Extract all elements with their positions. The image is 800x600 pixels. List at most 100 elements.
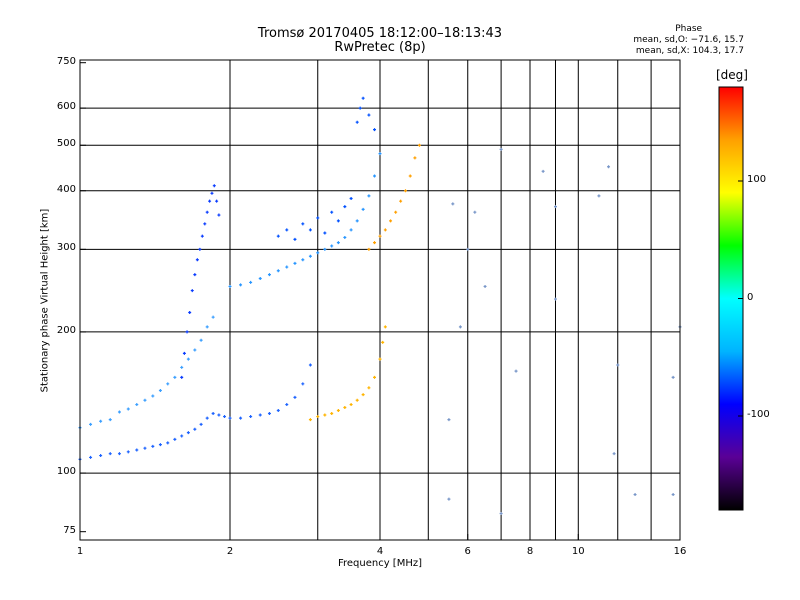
data-point (323, 413, 327, 417)
data-point (367, 247, 371, 251)
data-point (612, 452, 616, 456)
phase-box: Phase mean, sd,O: −71.6, 15.7 mean, sd,X… (633, 24, 744, 57)
data-point (108, 418, 112, 422)
data-point (394, 210, 398, 214)
data-point (205, 210, 209, 214)
data-point (135, 403, 139, 407)
data-point (199, 422, 203, 426)
data-point (308, 363, 312, 367)
data-point (217, 413, 221, 417)
y-tick-label: 300 (56, 242, 76, 254)
colorbar-tick-label: -100 (747, 409, 770, 420)
data-point (349, 197, 353, 201)
data-point (205, 416, 209, 420)
data-point (158, 443, 162, 447)
data-point (447, 418, 451, 422)
data-point (373, 241, 377, 245)
data-point (466, 247, 470, 251)
data-point (285, 403, 289, 407)
data-point (323, 247, 327, 251)
data-point (403, 189, 407, 193)
data-point (671, 375, 675, 379)
data-point (349, 403, 353, 407)
data-point (301, 222, 305, 226)
data-point (499, 147, 503, 151)
data-point (499, 512, 503, 516)
x-tick-label: 6 (464, 546, 471, 557)
data-point (258, 276, 262, 280)
x-tick-label: 16 (673, 546, 687, 557)
data-point (373, 128, 377, 132)
data-point (343, 205, 347, 209)
data-point (173, 437, 177, 441)
data-point (193, 348, 197, 352)
data-point (200, 234, 204, 238)
data-point (158, 389, 162, 393)
x-tick-label: 10 (571, 546, 585, 557)
data-point (249, 280, 253, 284)
data-point (267, 273, 271, 277)
data-point (553, 205, 557, 209)
data-point (373, 375, 377, 379)
data-point (208, 199, 212, 203)
data-point (308, 418, 312, 422)
x-tick-label: 4 (376, 546, 384, 557)
data-point (285, 265, 289, 269)
data-point (89, 455, 93, 459)
data-point (188, 310, 192, 314)
data-point (349, 228, 353, 232)
data-point (451, 202, 455, 206)
data-point (151, 394, 155, 398)
x-tick-label: 2 (226, 546, 234, 557)
data-point (355, 398, 359, 402)
y-tick-label: 750 (56, 55, 76, 67)
data-point (381, 340, 385, 344)
data-point (212, 184, 216, 188)
data-point (553, 297, 557, 301)
data-point (185, 330, 189, 334)
data-point (378, 357, 382, 361)
data-point (193, 273, 197, 277)
data-point (330, 411, 334, 415)
data-point (399, 199, 403, 203)
data-point (389, 219, 393, 223)
data-point (182, 351, 186, 355)
chart-title: Tromsø 20170405 18:12:00–18:13:43 (257, 26, 503, 41)
data-point (276, 269, 280, 273)
data-point (301, 258, 305, 262)
data-point (316, 216, 320, 220)
data-point (597, 194, 601, 198)
data-point (383, 325, 387, 329)
ticks-layer (79, 62, 681, 540)
data-point (330, 244, 334, 248)
phase-box-title: Phase (675, 24, 703, 34)
data-point (249, 415, 253, 419)
data-point (117, 410, 121, 414)
colorbar-tick-label: 100 (747, 174, 767, 185)
data-point (143, 446, 147, 450)
data-point (378, 234, 382, 238)
data-point (417, 143, 421, 147)
y-tick-label: 600 (56, 101, 76, 113)
data-point (336, 408, 340, 412)
data-point (361, 96, 365, 100)
data-point (458, 325, 462, 329)
data-point (361, 207, 365, 211)
data-point (186, 357, 190, 361)
data-point (316, 251, 320, 255)
data-point (215, 199, 219, 203)
data-point (367, 386, 371, 390)
data-point (203, 222, 207, 226)
data-point (447, 497, 451, 501)
data-point (239, 283, 243, 287)
colorbar-tick-label: 0 (747, 291, 754, 303)
data-point (285, 228, 289, 232)
data-point (108, 452, 112, 456)
data-point (358, 106, 362, 110)
x-axis-label: Frequency [MHz] (337, 558, 423, 569)
data-point (223, 415, 227, 419)
data-point (633, 493, 637, 497)
data-point (671, 493, 675, 497)
data-point (276, 234, 280, 238)
data-point (408, 174, 412, 178)
